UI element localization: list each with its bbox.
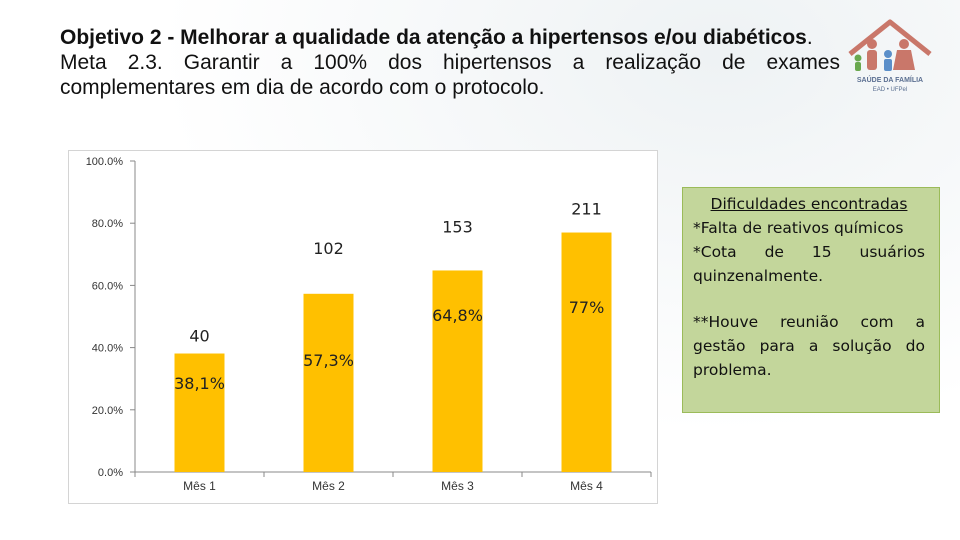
y-tick-label: 60.0% [92, 280, 123, 292]
bar [174, 353, 225, 472]
page-title: Objetivo 2 - Melhorar a qualidade da ate… [60, 25, 840, 100]
family-icon: SAÚDE DA FAMÍLIA EAD • UFPel [848, 19, 932, 93]
x-tick-label: Mês 2 [312, 479, 345, 493]
count-label: 102 [313, 239, 344, 258]
logo-text-2: EAD • UFPel [873, 87, 907, 93]
x-tick-label: Mês 3 [441, 479, 474, 493]
percent-label: 64,8% [432, 306, 483, 325]
goal-text: Meta 2.3. Garantir a 100% dos hipertenso… [60, 51, 840, 99]
difficulties-heading: Dificuldades encontradas [710, 195, 908, 213]
objective-period: . [806, 26, 813, 49]
percent-label: 38,1% [174, 374, 225, 393]
difficulty-item-quota: *Cota de 15 usuários quinzenalmente. [693, 243, 925, 285]
y-tick-label: 0.0% [98, 467, 123, 479]
bar [303, 293, 354, 472]
x-tick-label: Mês 4 [570, 479, 603, 493]
x-tick-label: Mês 1 [183, 479, 216, 493]
count-label: 153 [442, 217, 473, 236]
count-label: 211 [571, 200, 602, 219]
y-tick-label: 80.0% [92, 218, 123, 230]
percent-label: 77% [569, 298, 605, 317]
difficulty-item-meeting: **Houve reunião com a gestão para a solu… [693, 313, 925, 379]
bar-chart: 0.0% 20.0% 40.0% 60.0% 80.0% 100.0% Mês 1 40 38,… [86, 156, 652, 493]
y-tick-label: 20.0% [92, 405, 123, 417]
chart-frame: 0.0% 20.0% 40.0% 60.0% 80.0% 100.0% Mês 1 40 38,… [68, 150, 658, 504]
logo-text-1: SAÚDE DA FAMÍLIA [857, 75, 923, 84]
percent-label: 57,3% [303, 351, 354, 370]
bar [432, 270, 483, 472]
count-label: 40 [189, 327, 209, 346]
y-tick-label: 40.0% [92, 343, 123, 355]
difficulty-item-reagents: *Falta de reativos químicos [693, 219, 904, 237]
difficulties-box: Dificuldades encontradas *Falta de reati… [682, 187, 940, 413]
y-tick-label: 100.0% [86, 156, 124, 168]
objective-text: Objetivo 2 - Melhorar a qualidade da ate… [60, 26, 807, 49]
bar [561, 232, 612, 472]
